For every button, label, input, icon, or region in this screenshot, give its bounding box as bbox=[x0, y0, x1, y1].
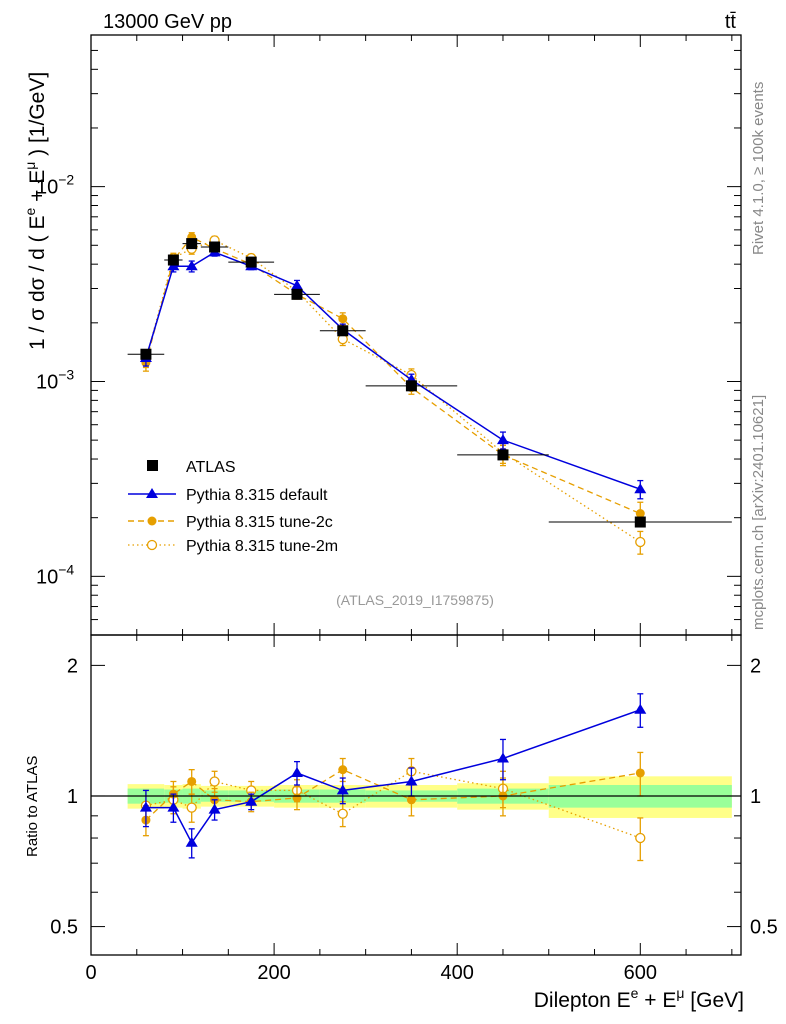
legend-marker-tune2c bbox=[147, 516, 157, 526]
ratio-point-tune2c bbox=[292, 793, 302, 803]
ratio-y-tick-label-left: 0.5 bbox=[50, 917, 78, 939]
legend-marker-atlas bbox=[147, 460, 158, 471]
process-label: tt̄ bbox=[725, 11, 737, 33]
legend-marker-default bbox=[146, 488, 158, 498]
ratio-point-tune2c bbox=[187, 776, 197, 786]
mcplots-label: mcplots.cern.ch [arXiv:2401.10621] bbox=[750, 395, 767, 630]
rivet-label: Rivet 4.1.0, ≥ 100k events bbox=[750, 82, 767, 255]
ratio-point-tune2m bbox=[209, 776, 220, 787]
main-point-data bbox=[209, 241, 221, 253]
x-axis-label: Dilepton Ee + Eμ [GeV] bbox=[534, 985, 744, 1012]
main-point-default bbox=[290, 279, 303, 290]
legend-label-tune2m: Pythia 8.315 tune-2m bbox=[186, 538, 338, 555]
ratio-point-tune2m bbox=[337, 808, 348, 819]
x-tick-label: 600 bbox=[624, 962, 657, 984]
main-point-data bbox=[291, 288, 303, 300]
ratio-point-default bbox=[405, 775, 418, 786]
main-series-layer bbox=[127, 232, 732, 555]
main-point-tune2c bbox=[338, 314, 348, 324]
ratio-point-default bbox=[496, 752, 509, 763]
main-point-data bbox=[634, 516, 646, 528]
main-point-tune2c bbox=[635, 509, 645, 519]
x-tick-label: 200 bbox=[257, 962, 290, 984]
legend-label-default: Pythia 8.315 default bbox=[186, 487, 328, 504]
ratio-y-tick-label-left: 2 bbox=[67, 655, 78, 677]
main-point-data bbox=[497, 449, 509, 461]
main-point-data bbox=[140, 348, 152, 360]
legend-entry-tune2m: Pythia 8.315 tune-2m bbox=[128, 538, 338, 555]
main-y-tick-label: 10−4 bbox=[36, 561, 74, 588]
main-y-axis-label: 1 / σ dσ / d ( Ee + Eμ ) [1/GeV] bbox=[22, 72, 49, 350]
ratio-point-default bbox=[185, 836, 198, 847]
ratio-point-default bbox=[139, 801, 152, 812]
main-y-tick-label: 10−2 bbox=[36, 172, 74, 199]
main-point-data bbox=[245, 256, 257, 268]
main-y-tick-label: 10−3 bbox=[36, 366, 74, 393]
ratio-point-tune2m bbox=[635, 832, 646, 844]
main-line-default bbox=[145, 251, 641, 490]
ratio-y-tick-label-right: 2 bbox=[750, 655, 761, 677]
ratio-point-default bbox=[167, 801, 180, 812]
tick-labels: 10−2 10−3 10−4 0.5 0.5 1 1 2 2 0 200 400 600 bbox=[36, 172, 778, 984]
main-line-tune2c bbox=[145, 236, 641, 515]
ratio-point-default bbox=[208, 803, 221, 814]
main-line-tune2m bbox=[145, 239, 641, 543]
main-point-default bbox=[634, 483, 647, 494]
ratio-y-tick-label-right: 1 bbox=[750, 786, 761, 808]
collision-label: 13000 GeV pp bbox=[103, 11, 232, 33]
axis-ticks bbox=[90, 34, 741, 955]
ratio-point-default bbox=[290, 766, 303, 777]
ratio-point-tune2m bbox=[186, 802, 197, 813]
legend: ATLAS Pythia 8.315 default Pythia 8.315 … bbox=[128, 459, 338, 555]
ratio-frame bbox=[90, 634, 742, 956]
x-tick-label: 400 bbox=[441, 962, 474, 984]
legend-label-tune2c: Pythia 8.315 tune-2c bbox=[186, 514, 333, 531]
ratio-line-default bbox=[145, 709, 641, 845]
main-point-default bbox=[185, 260, 198, 271]
legend-entry-atlas: ATLAS bbox=[147, 459, 236, 476]
ratio-point-default bbox=[336, 784, 349, 795]
main-point-default bbox=[496, 434, 509, 445]
ratio-y-tick-label-right: 0.5 bbox=[750, 917, 778, 939]
ratio-y-tick-label-left: 1 bbox=[67, 786, 78, 808]
legend-entry-default: Pythia 8.315 default bbox=[128, 487, 328, 504]
ratio-y-axis-label: Ratio to ATLAS bbox=[24, 756, 41, 857]
main-point-data bbox=[337, 325, 349, 337]
main-point-data bbox=[167, 254, 179, 266]
main-point-data bbox=[186, 238, 198, 250]
legend-marker-tune2m bbox=[146, 539, 158, 551]
legend-entry-tune2c: Pythia 8.315 tune-2c bbox=[128, 514, 333, 531]
ratio-point-tune2c bbox=[635, 768, 645, 778]
ratio-point-tune2c bbox=[406, 795, 416, 805]
main-point-tune2m bbox=[635, 536, 646, 548]
x-tick-label: 0 bbox=[85, 962, 96, 984]
legend-label-atlas: ATLAS bbox=[186, 459, 236, 476]
ratio-series-layer bbox=[139, 693, 647, 862]
analysis-watermark: (ATLAS_2019_I1759875) bbox=[336, 592, 494, 608]
ratio-point-default bbox=[634, 703, 647, 714]
ratio-point-tune2c bbox=[338, 765, 348, 775]
main-point-data bbox=[405, 380, 417, 392]
ratio-point-default bbox=[245, 795, 258, 806]
